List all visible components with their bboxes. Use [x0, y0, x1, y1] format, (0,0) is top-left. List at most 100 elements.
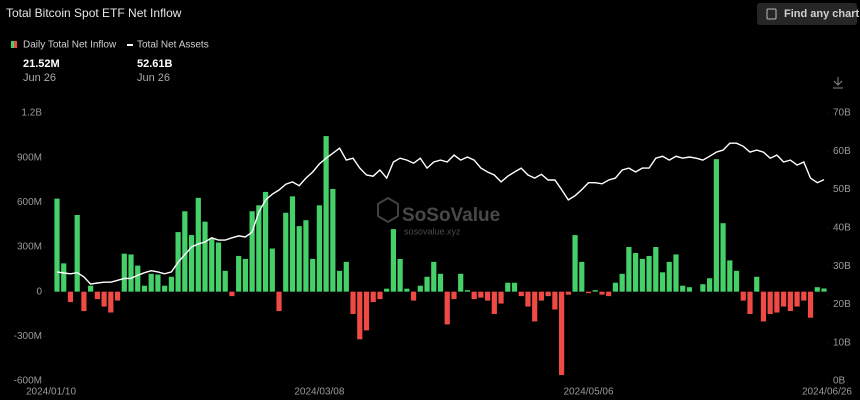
- x-tick-label: 2024/06/26: [802, 387, 852, 398]
- bar: [61, 263, 67, 292]
- bar: [296, 226, 302, 292]
- bar: [700, 284, 706, 292]
- bar: [384, 288, 390, 292]
- bar: [88, 285, 94, 292]
- bar: [720, 223, 726, 292]
- bar: [498, 291, 504, 304]
- bar: [484, 291, 491, 301]
- bar: [814, 287, 820, 292]
- bar: [330, 188, 336, 292]
- bar: [801, 291, 807, 301]
- bar: [215, 242, 222, 292]
- bar: [148, 273, 154, 292]
- watermark-url: sosovalue.xyz: [404, 226, 461, 236]
- y2-tick-label: 0B: [833, 376, 846, 387]
- bar: [633, 252, 639, 292]
- bar: [114, 291, 121, 301]
- bar: [390, 229, 397, 292]
- bar: [458, 273, 464, 292]
- bar: [733, 270, 740, 292]
- search-button[interactable]: [757, 3, 857, 25]
- bar: [431, 261, 437, 292]
- bar: [606, 291, 612, 297]
- bar: [713, 159, 719, 292]
- bar: [262, 191, 269, 292]
- bar: [67, 291, 74, 303]
- bar: [807, 291, 814, 318]
- bar: [417, 285, 423, 292]
- bar: [236, 255, 242, 292]
- bar: [491, 291, 497, 314]
- bar: [707, 278, 713, 292]
- bar: [350, 291, 356, 314]
- bar: [774, 291, 780, 313]
- watermark: SoSoValue sosovalue.xyz: [377, 196, 500, 236]
- legend-swatch: [11, 41, 14, 48]
- bar: [545, 291, 551, 297]
- y-tick-label: 600M: [17, 197, 42, 208]
- legend-swatch: [14, 41, 17, 48]
- bar: [303, 220, 309, 292]
- legend-label: Total Net Assets: [137, 40, 209, 51]
- bar: [451, 291, 457, 300]
- bar: [518, 291, 524, 297]
- calendar-icon: [766, 8, 777, 20]
- y2-tick-label: 30B: [833, 261, 851, 272]
- bar: [673, 254, 679, 292]
- bar: [357, 291, 363, 340]
- bar: [141, 285, 148, 292]
- bar: [377, 291, 383, 300]
- bar: [81, 291, 87, 312]
- summary-date: Jun 26: [23, 72, 56, 84]
- x-tick-label: 2024/01/10: [26, 387, 76, 398]
- bar: [222, 270, 228, 292]
- bar: [666, 261, 672, 292]
- summary-value: 21.52M: [23, 58, 60, 70]
- bar: [653, 247, 659, 292]
- watermark-text: SoSoValue: [402, 205, 500, 226]
- bar: [276, 291, 282, 312]
- summary-value: 52.61B: [137, 58, 173, 70]
- bar: [754, 276, 760, 292]
- bar: [760, 291, 767, 322]
- bar: [108, 291, 114, 313]
- bar: [135, 265, 141, 292]
- bar: [552, 291, 558, 310]
- y-tick-label: 0: [36, 286, 42, 297]
- line: [56, 142, 825, 285]
- bar: [155, 274, 161, 292]
- x-tick-label: 2024/03/08: [294, 387, 344, 398]
- bar: [363, 291, 370, 331]
- bar: [310, 258, 316, 292]
- y2-tick-label: 40B: [833, 222, 851, 233]
- bar: [619, 273, 625, 292]
- bar: [599, 291, 605, 295]
- bar: [659, 272, 666, 292]
- y-tick-label: -300M: [14, 331, 42, 342]
- bar: [162, 285, 168, 292]
- bar: [74, 214, 80, 292]
- bar: [249, 211, 255, 292]
- bar: [336, 270, 343, 292]
- bar: [202, 221, 208, 292]
- bar: [343, 261, 349, 292]
- bar: [289, 196, 296, 292]
- bar: [101, 291, 107, 307]
- bar: [464, 290, 471, 292]
- bar: [787, 291, 793, 312]
- bar: [283, 212, 289, 292]
- bar: [592, 290, 598, 292]
- bar: [579, 261, 585, 292]
- bar: [195, 197, 201, 292]
- bar: [794, 291, 800, 307]
- y2-tick-label: 20B: [833, 299, 851, 310]
- button-label[interactable]: Find any chart: [784, 8, 860, 20]
- bar: [323, 136, 329, 292]
- download-icon[interactable]: [833, 77, 843, 89]
- bar: [397, 258, 403, 292]
- y2-tick-label: 60B: [833, 146, 851, 157]
- bar: [686, 287, 693, 292]
- bar: [478, 291, 484, 298]
